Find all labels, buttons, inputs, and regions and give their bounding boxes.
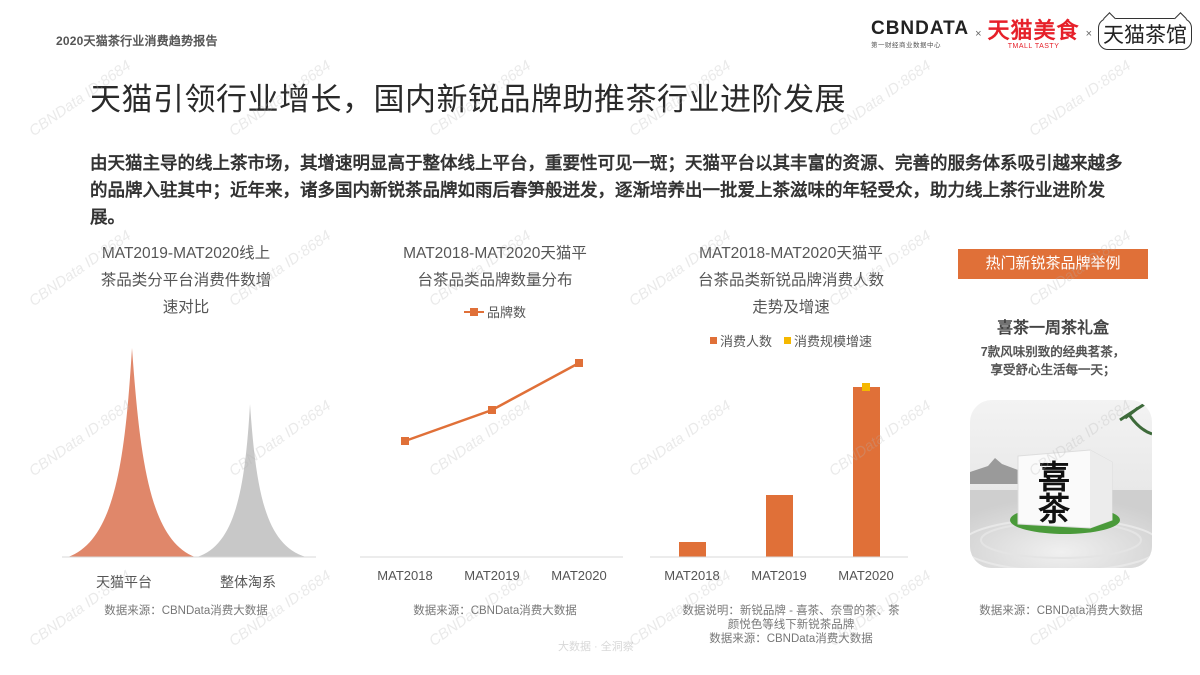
featured-brands-badge: 热门新锐茶品牌举例	[958, 249, 1148, 279]
product-description: 7款风味别致的经典茗茶， 享受舒心生活每一天；	[940, 343, 1166, 379]
box-char-1: 喜	[1038, 458, 1070, 496]
tmall-food-logo-text: 天猫美食	[987, 17, 1080, 43]
x-label-tmall: 天猫平台	[96, 574, 152, 590]
pine-branch	[1119, 400, 1152, 436]
tmall-food-logo: 天猫美食 TMALL TASTY	[987, 17, 1080, 50]
chart-title-line: MAT2018-MAT2020天猫平	[403, 245, 587, 262]
data-source: 数据来源：CBNData消费大数据	[979, 605, 1143, 617]
x-label-taobao: 整体淘系	[220, 574, 276, 590]
chart-title: MAT2018-MAT2020天猫平 台茶品类品牌数量分布	[370, 240, 620, 294]
x-label: MAT2018	[664, 568, 720, 583]
growth-chart-panel: MAT2019-MAT2020线上 茶品类分平台消费件数增 速对比	[70, 240, 302, 321]
report-title: 2020天猫茶行业消费趋势报告	[56, 34, 218, 48]
logo-separator: ×	[975, 28, 982, 40]
chart-title-line: 走势及增速	[752, 299, 830, 316]
legend-line-marker-icon	[463, 307, 484, 316]
new-brand-consumers-bar-chart	[650, 383, 908, 558]
chart-legend: 消费人数 消费规模增速	[655, 331, 927, 350]
chart-title: MAT2019-MAT2020线上 茶品类分平台消费件数增 速对比	[70, 240, 302, 321]
heytea-gift-box-illustration: 喜 茶	[970, 400, 1152, 568]
bar-mat2018	[679, 542, 706, 557]
legend-label: 品牌数	[486, 305, 526, 320]
data-point	[575, 359, 583, 367]
legend-label: 消费规模增速	[794, 334, 873, 349]
x-label: MAT2020	[838, 568, 894, 583]
legend-item-brand-count: 品牌数	[463, 302, 526, 321]
data-source: 数据来源：CBNData消费大数据	[709, 633, 873, 645]
watermark: CBNData ID:8684	[1025, 57, 1135, 140]
x-label: MAT2019	[464, 568, 520, 583]
product-name: 喜茶一周茶礼盒	[996, 320, 1109, 337]
chart-title-line: 速对比	[162, 299, 210, 316]
chart-title: MAT2018-MAT2020天猫平 台茶品类新锐品牌消费人数 走势及增速	[655, 240, 927, 321]
data-note-line: 数据说明：新锐品牌 - 喜茶、奈雪的茶、茶	[682, 605, 900, 617]
cbndata-logo-subtitle: 第一财经商业数据中心	[870, 42, 941, 49]
data-point	[488, 406, 496, 414]
bar-mat2020	[853, 387, 880, 557]
chart-title-line: 台茶品类新锐品牌消费人数	[697, 272, 884, 289]
product-image: 喜 茶	[970, 400, 1152, 568]
legend-square-icon	[784, 337, 791, 344]
legend-square-icon	[709, 337, 717, 344]
partner-logos: CBNDATA 第一财经商业数据中心 × 天猫美食 TMALL TASTY × …	[871, 18, 1192, 50]
tmall-food-logo-subtitle: TMALL TASTY	[1007, 42, 1060, 50]
rock-silhouette	[970, 458, 1018, 484]
data-note-line: 颜悦色等线下新锐茶品牌	[727, 619, 855, 631]
new-brand-consumers-chart-panel: MAT2018-MAT2020天猫平 台茶品类新锐品牌消费人数 走势及增速 消费…	[655, 240, 927, 350]
legend-label: 消费人数	[719, 334, 772, 349]
bar-mat2019	[766, 495, 793, 557]
chart-title-line: MAT2018-MAT2020天猫平	[699, 245, 883, 262]
brand-count-chart-panel: MAT2018-MAT2020天猫平 台茶品类品牌数量分布 品牌数	[370, 240, 620, 321]
data-point	[401, 437, 409, 445]
footer-watermark: 大数据 · 全洞察	[558, 641, 634, 653]
cbndata-logo: CBNDATA 第一财经商业数据中心	[870, 18, 970, 50]
data-source: 数据来源：CBNData消费大数据	[104, 605, 268, 617]
growth-spike-chart	[62, 348, 316, 558]
cbndata-logo-text: CBNDATA	[870, 18, 970, 39]
product-description-line: 7款风味别致的经典茗茶，	[980, 345, 1126, 359]
chart-title-line: MAT2019-MAT2020线上	[101, 245, 271, 262]
data-note: 数据说明：新锐品牌 - 喜茶、奈雪的茶、茶 颜悦色等线下新锐茶品牌 数据来源：C…	[650, 604, 932, 646]
brand-count-line-chart	[360, 359, 623, 558]
data-source: 数据来源：CBNData消费大数据	[413, 605, 577, 617]
chart-title-line: 茶品类分平台消费件数增	[100, 272, 272, 289]
legend-item-growth-rate: 消费规模增速	[784, 331, 872, 350]
spike-bar-taobao	[197, 404, 306, 557]
tmall-tea-logo: 天猫茶馆	[1098, 18, 1192, 50]
x-label: MAT2018	[377, 568, 433, 583]
x-label: MAT2020	[551, 568, 607, 583]
spike-bar-tmall	[68, 348, 195, 557]
growth-rate-point	[862, 383, 870, 391]
legend-item-consumers: 消费人数	[709, 331, 772, 350]
logo-separator: ×	[1085, 28, 1092, 40]
chart-legend: 品牌数	[370, 302, 620, 321]
product-description-line: 享受舒心生活每一天；	[990, 363, 1116, 377]
intro-paragraph: 由天猫主导的线上茶市场，其增速明显高于整体线上平台，重要性可见一斑；天猫平台以其…	[90, 153, 1123, 227]
chart-title-line: 台茶品类品牌数量分布	[417, 272, 573, 289]
box-char-2: 茶	[1038, 490, 1071, 528]
x-label: MAT2019	[751, 568, 807, 583]
line-series-brand-count	[404, 361, 580, 443]
page-headline: 天猫引领行业增长，国内新锐品牌助推茶行业进阶发展	[90, 82, 846, 117]
